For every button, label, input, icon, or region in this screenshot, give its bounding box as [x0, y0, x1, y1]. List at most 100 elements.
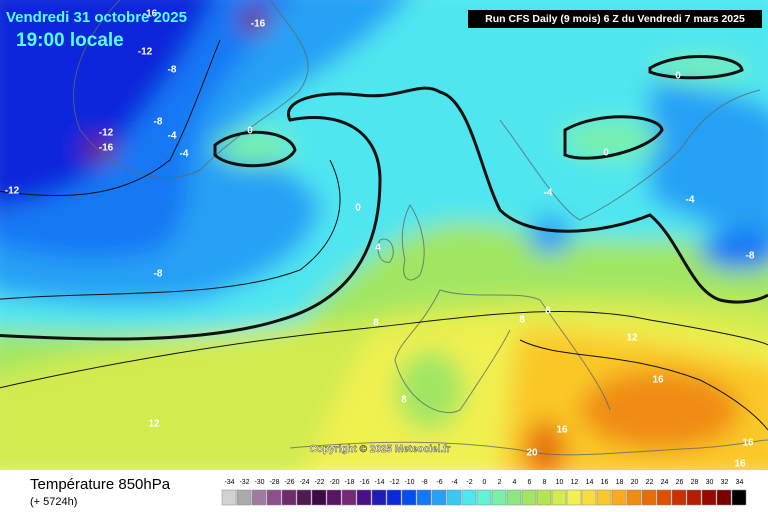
legend-label: 28 — [691, 479, 699, 486]
legend-label: 32 — [721, 479, 729, 486]
legend-label: 26 — [676, 479, 684, 486]
legend-label: 12 — [571, 479, 579, 486]
legend-swatch — [431, 489, 447, 506]
legend-swatch — [341, 489, 357, 506]
legend-label: -12 — [389, 479, 399, 486]
legend-label: -10 — [404, 479, 414, 486]
legend-swatch — [641, 489, 657, 506]
legend-label: -14 — [374, 479, 384, 486]
legend-label: 2 — [498, 479, 502, 486]
temperature-field — [0, 0, 768, 480]
legend-label: 30 — [706, 479, 714, 486]
legend-swatch — [536, 489, 552, 506]
legend-swatch — [236, 489, 252, 506]
contour-label: 12 — [148, 419, 160, 430]
legend-swatch — [581, 489, 597, 506]
contour-label: 8 — [519, 315, 525, 326]
contour-labels: -16-16-12-8-8-4-12-16-12-400004-4-4-8-88… — [5, 9, 755, 470]
legend-label: -32 — [239, 479, 249, 486]
legend-label: 34 — [736, 479, 744, 486]
legend-swatch — [671, 489, 687, 506]
contour-label: -12 — [138, 47, 153, 58]
legend-swatch — [491, 489, 507, 506]
legend-label: 14 — [586, 479, 594, 486]
legend-label: 22 — [646, 479, 654, 486]
contour-label: -8 — [746, 251, 755, 262]
contour-label: -16 — [251, 19, 266, 30]
contour-label: -4 — [180, 149, 189, 160]
legend-label: 8 — [543, 479, 547, 486]
legend-label: 20 — [631, 479, 639, 486]
contour-label: -8 — [168, 65, 177, 76]
legend-label: -8 — [421, 479, 427, 486]
contour-label: 16 — [652, 375, 664, 386]
legend-label: -20 — [329, 479, 339, 486]
legend-swatch — [356, 489, 372, 506]
legend-swatch — [446, 489, 462, 506]
contour-label: 8 — [401, 395, 407, 406]
footer-title: Température 850hPa — [30, 476, 171, 493]
contour-label: -12 — [99, 128, 114, 139]
legend-label: 18 — [616, 479, 624, 486]
legend-swatch — [461, 489, 477, 506]
legend-label: -18 — [344, 479, 354, 486]
contour-label: 0 — [675, 71, 681, 82]
legend-swatch — [221, 489, 237, 506]
legend-swatch — [476, 489, 492, 506]
legend-swatch — [266, 489, 282, 506]
legend-label: -24 — [299, 479, 309, 486]
legend-swatch — [566, 489, 582, 506]
contour-label: -8 — [154, 117, 163, 128]
run-box — [468, 10, 762, 28]
legend-swatch — [656, 489, 672, 506]
legend-swatch — [551, 489, 567, 506]
contour-label: 0 — [355, 203, 361, 214]
legend-swatch — [281, 489, 297, 506]
contour-label: -4 — [686, 195, 695, 206]
contours — [0, 39, 768, 431]
contour-label: 12 — [626, 333, 638, 344]
contour-label: 0 — [603, 148, 609, 159]
contour-label: -12 — [5, 186, 20, 197]
legend-label: -26 — [284, 479, 294, 486]
contour-label: -16 — [143, 9, 158, 20]
legend-label: 0 — [483, 479, 487, 486]
legend-label: 16 — [601, 479, 609, 486]
legend-swatch — [731, 489, 747, 506]
contour-label: 8 — [373, 318, 379, 329]
footer-subtitle: (+ 5724h) — [30, 496, 77, 508]
color-legend: -34 -32 -30 -28 -26 -24 -22 -20 -18 -16 -14 -12 -10-… — [221, 479, 747, 506]
contour-label: 16 — [556, 425, 568, 436]
legend-label: 6 — [528, 479, 532, 486]
contour-label: 20 — [526, 448, 538, 459]
contour-label: 16 — [734, 459, 746, 470]
legend-label: 4 — [513, 479, 517, 486]
legend-label: -34 — [224, 479, 234, 486]
legend-label: 10 — [556, 479, 564, 486]
contour-label: -4 — [544, 188, 553, 199]
contour-label: 0 — [247, 126, 253, 137]
legend-swatch — [611, 489, 627, 506]
copyright: Copyright © 2025 Meteociel.fr — [310, 444, 451, 455]
local-time: 19:00 locale — [16, 30, 124, 51]
legend-swatch — [416, 489, 432, 506]
legend-label: -2 — [466, 479, 472, 486]
legend-label: -16 — [359, 479, 369, 486]
legend-swatch — [326, 489, 342, 506]
legend-swatch — [386, 489, 402, 506]
coastlines — [73, 0, 768, 456]
legend-swatch — [686, 489, 702, 506]
legend-label: -4 — [451, 479, 457, 486]
legend-label: -28 — [269, 479, 279, 486]
legend-swatch — [251, 489, 267, 506]
contour-label: -16 — [99, 143, 114, 154]
contour-label: 4 — [375, 243, 381, 254]
legend-label: -6 — [436, 479, 442, 486]
legend-swatch — [401, 489, 417, 506]
run-info: Run CFS Daily (9 mois) 6 Z du Vendredi 7… — [485, 13, 745, 25]
legend-label: -22 — [314, 479, 324, 486]
legend-swatch — [296, 489, 312, 506]
legend-swatch — [626, 489, 642, 506]
legend-label: -30 — [254, 479, 264, 486]
